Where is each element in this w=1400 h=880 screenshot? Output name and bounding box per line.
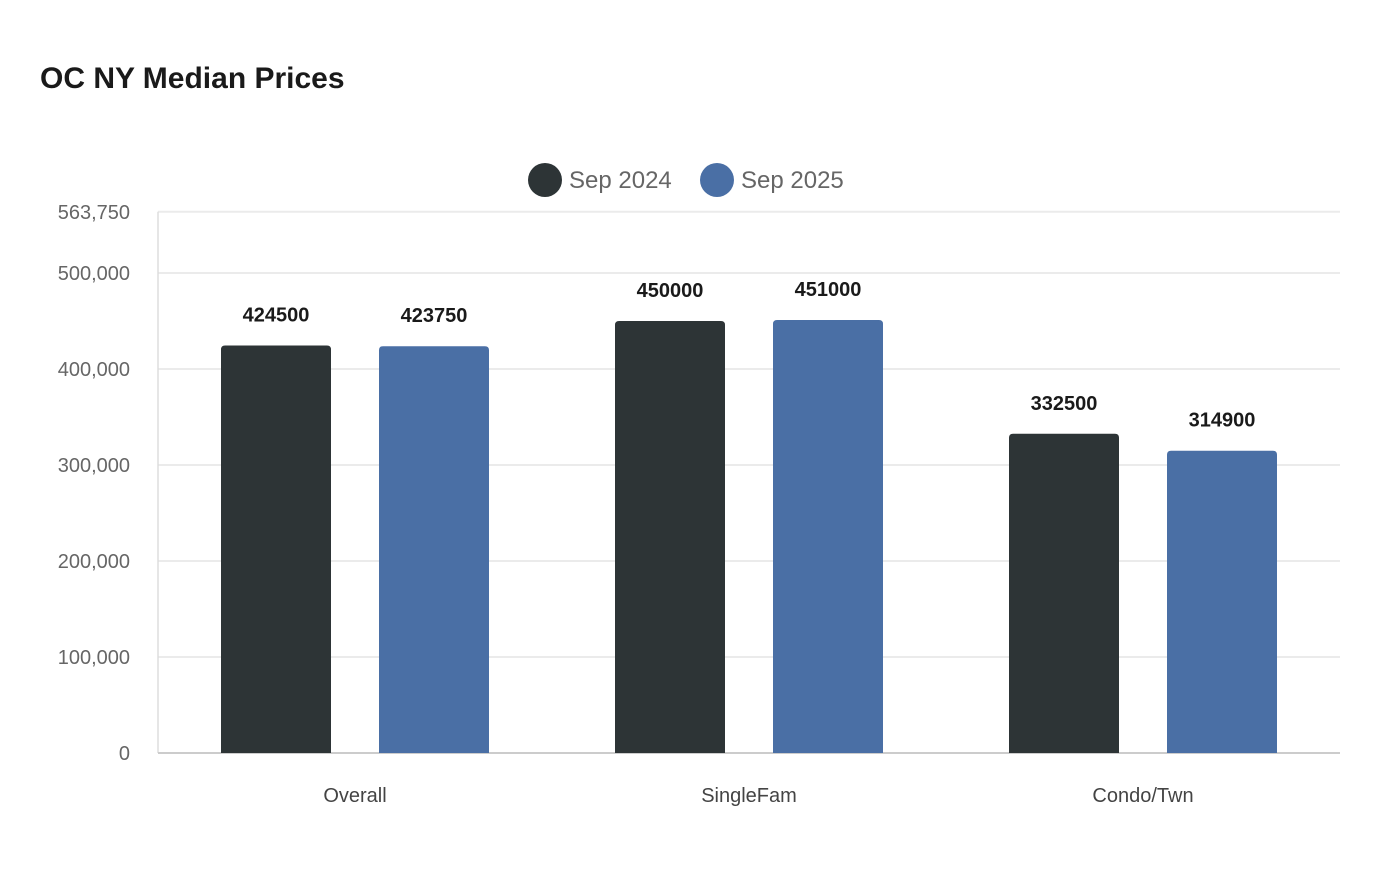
y-tick-label: 563,750: [58, 202, 130, 224]
bar: [615, 321, 725, 753]
data-label: 423750: [401, 305, 468, 327]
legend-swatch: [528, 163, 562, 197]
data-label: 314900: [1189, 410, 1256, 432]
bar: [221, 345, 331, 753]
legend-swatch: [700, 163, 734, 197]
bar: [379, 346, 489, 753]
x-category-label: Overall: [323, 785, 386, 807]
bar: [1009, 433, 1119, 753]
bar: [1167, 450, 1277, 753]
data-label: 450000: [637, 280, 704, 302]
y-tick-label: 300,000: [58, 455, 130, 477]
y-tick-label: 500,000: [58, 263, 130, 285]
data-label: 451000: [795, 279, 862, 301]
legend-label: Sep 2025: [741, 167, 844, 194]
data-label: 424500: [243, 304, 310, 326]
legend-label: Sep 2024: [569, 167, 672, 194]
x-category-label: SingleFam: [701, 785, 797, 807]
x-category-label: Condo/Twn: [1092, 785, 1193, 807]
bar: [773, 320, 883, 753]
chart-title: OC NY Median Prices: [40, 62, 345, 95]
y-tick-label: 400,000: [58, 359, 130, 381]
y-tick-label: 100,000: [58, 647, 130, 669]
y-tick-label: 200,000: [58, 551, 130, 573]
y-tick-label: 0: [119, 743, 130, 765]
data-label: 332500: [1031, 393, 1098, 415]
